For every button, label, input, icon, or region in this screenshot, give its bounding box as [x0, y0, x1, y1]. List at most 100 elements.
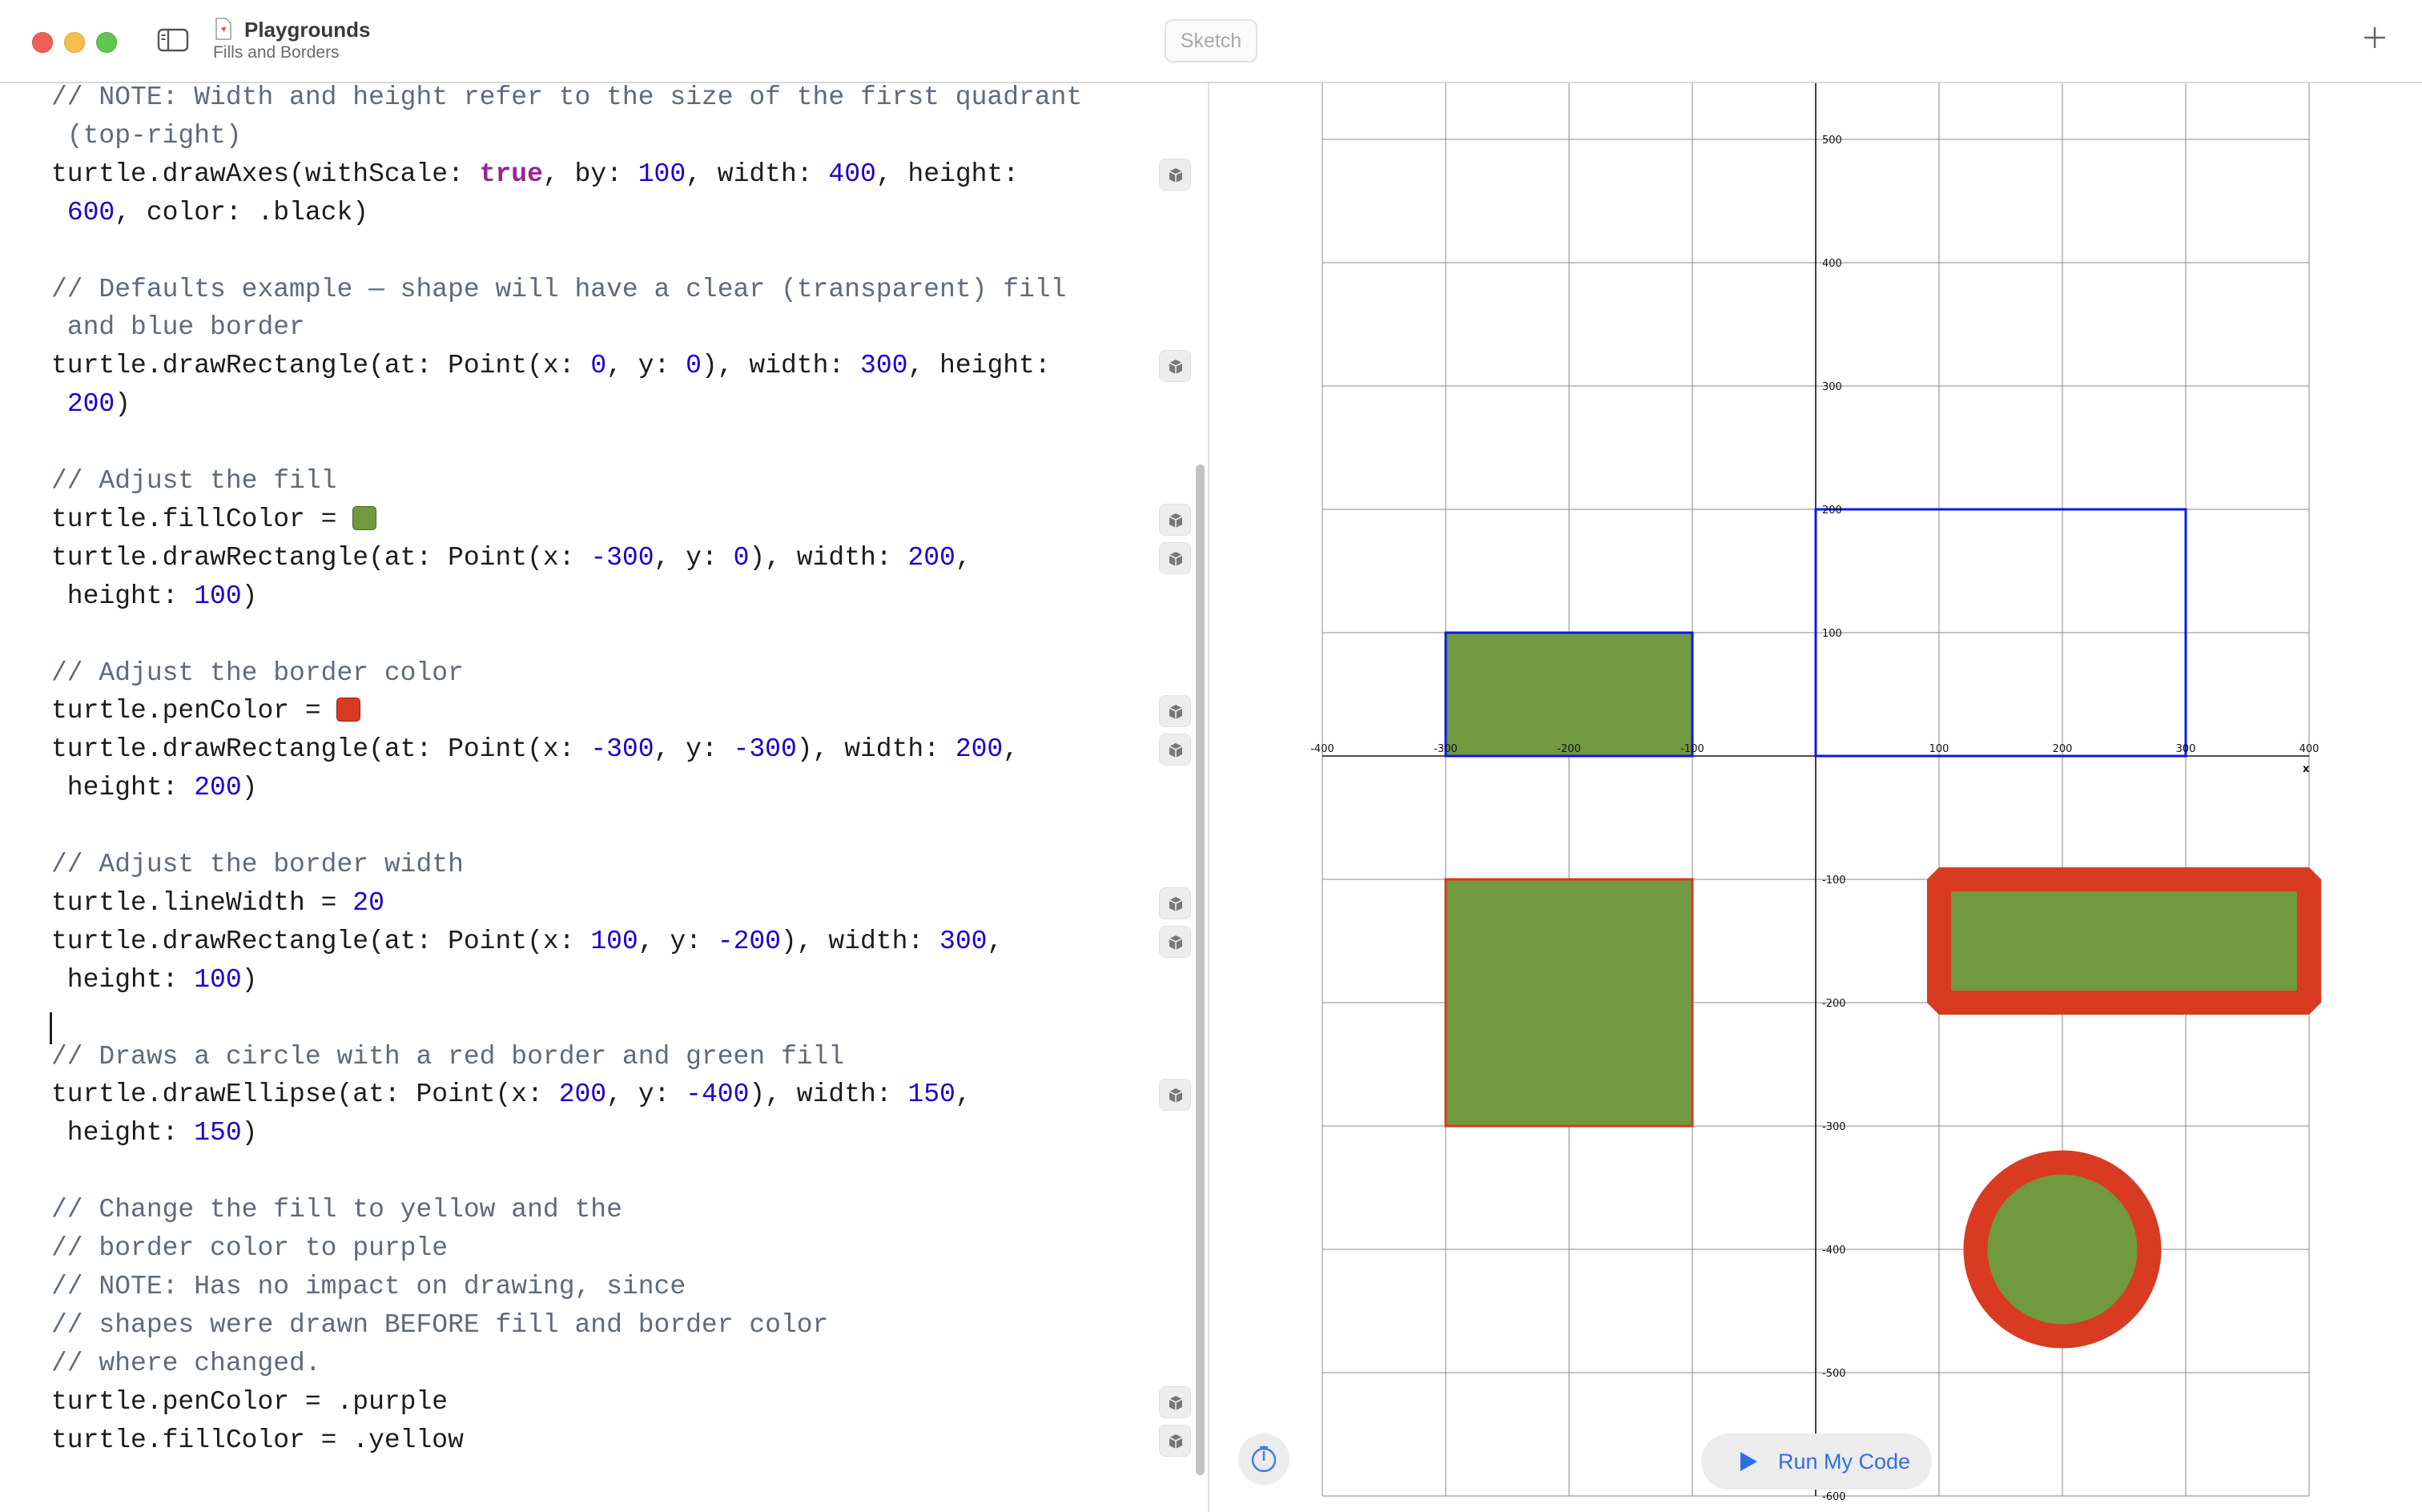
code-token: , height:	[875, 159, 1020, 189]
code-line[interactable]: // Adjust the border color	[51, 654, 464, 693]
code-line[interactable]: // Change the fill to yellow and the	[51, 1191, 622, 1229]
code-token: // Draws a circle with a red border and …	[51, 1041, 845, 1072]
timer-icon[interactable]	[1238, 1434, 1289, 1485]
code-lines[interactable]: // NOTE: Width and height refer to the s…	[0, 83, 1153, 1512]
code-token: -200	[717, 926, 781, 956]
code-token: 200	[558, 1080, 607, 1110]
code-token: 0	[733, 542, 750, 573]
close-icon[interactable]	[32, 32, 53, 53]
code-token: 100	[194, 964, 242, 995]
maximize-icon[interactable]	[96, 32, 117, 53]
sidebar-toggle-icon[interactable]	[157, 27, 189, 53]
code-line[interactable]: 600, color: .black)	[51, 194, 368, 232]
code-token: ), width:	[796, 734, 956, 765]
code-line[interactable]: turtle.penColor =	[51, 692, 361, 730]
code-token: 0	[590, 351, 607, 381]
code-line[interactable]: turtle.fillColor = .yellow	[51, 1422, 464, 1460]
code-line[interactable]: height: 150)	[51, 1114, 258, 1152]
show-result-button[interactable]	[1159, 1424, 1191, 1457]
code-editor[interactable]: // NOTE: Width and height refer to the s…	[0, 83, 1209, 1512]
y-tick-label: -300	[1822, 1121, 1846, 1133]
code-token: )	[241, 773, 258, 803]
cube-icon	[1169, 1434, 1183, 1449]
code-line[interactable]: // Draws a circle with a red border and …	[51, 1038, 844, 1076]
show-result-button[interactable]	[1159, 695, 1191, 728]
code-line[interactable]: turtle.fillColor =	[51, 501, 377, 539]
show-result-button[interactable]	[1159, 887, 1191, 919]
code-line[interactable]: turtle.drawAxes(withScale: true, by: 100…	[51, 155, 1019, 194]
code-token: 0	[686, 351, 702, 381]
code-line[interactable]: turtle.drawRectangle(at: Point(x: -300, …	[51, 539, 972, 577]
code-token: 150	[907, 1080, 956, 1110]
show-result-button[interactable]	[1159, 541, 1191, 574]
minimize-icon[interactable]	[64, 32, 85, 53]
code-line[interactable]: turtle.lineWidth = 20	[51, 884, 384, 923]
show-result-button[interactable]	[1159, 503, 1191, 536]
code-token: turtle.penColor =	[51, 696, 337, 726]
tab-sketch[interactable]: Sketch	[1165, 19, 1257, 62]
code-line[interactable]: turtle.drawRectangle(at: Point(x: -300, …	[51, 730, 1019, 769]
color-literal-swatch[interactable]	[336, 698, 361, 722]
code-line[interactable]: // shapes were drawn BEFORE fill and bor…	[51, 1306, 828, 1345]
code-token: turtle.drawRectangle(at: Point(x:	[51, 351, 591, 381]
code-token: // shapes were drawn BEFORE fill and bor…	[51, 1309, 829, 1340]
code-token: ), width:	[749, 1080, 908, 1110]
turtle-rectangle	[1814, 508, 2187, 758]
code-token: ,	[1003, 734, 1020, 765]
add-icon[interactable]	[2361, 24, 2388, 51]
code-line[interactable]: turtle.drawRectangle(at: Point(x: 0, y: …	[51, 347, 1051, 385]
code-token: // NOTE: Width and height refer to the s…	[51, 83, 1083, 112]
editor-scrollbar[interactable]	[1196, 464, 1205, 1475]
x-tick-label: 100	[1929, 743, 1949, 755]
code-line[interactable]: // Adjust the border width	[51, 846, 464, 884]
code-token: height:	[51, 964, 195, 995]
x-tick-label: -200	[1557, 743, 1581, 755]
code-line[interactable]: and blue border	[51, 308, 305, 347]
code-token: turtle.lineWidth =	[51, 887, 353, 918]
turtle-ellipse	[1963, 1150, 2162, 1349]
code-line[interactable]: height: 100)	[51, 961, 258, 999]
show-result-button[interactable]	[1159, 158, 1191, 191]
code-line[interactable]: // border color to purple	[51, 1229, 448, 1268]
color-literal-swatch[interactable]	[352, 505, 377, 530]
code-token: , color: .black)	[115, 197, 369, 227]
show-result-button[interactable]	[1159, 734, 1191, 766]
cube-icon	[1169, 1395, 1183, 1410]
code-line[interactable]: height: 200)	[51, 769, 258, 807]
window-title: Playgrounds	[244, 18, 371, 42]
code-line[interactable]: (top-right)	[51, 117, 242, 155]
cube-icon	[1169, 167, 1183, 183]
cube-icon	[1169, 896, 1183, 911]
x-tick-label: 400	[2299, 743, 2319, 755]
code-token: 100	[590, 926, 638, 956]
code-line[interactable]: // Adjust the fill	[51, 462, 336, 501]
code-line[interactable]: // Defaults example — shape will have a …	[51, 271, 1066, 309]
turtle-rectangle	[1444, 878, 1694, 1128]
cube-icon	[1169, 360, 1183, 375]
code-token: // Adjust the border color	[51, 657, 464, 688]
code-token: turtle.drawRectangle(at: Point(x:	[51, 926, 591, 956]
show-result-button[interactable]	[1159, 1079, 1191, 1112]
code-line[interactable]: // NOTE: Width and height refer to the s…	[51, 83, 1082, 117]
code-token: turtle.drawEllipse(at: Point(x:	[51, 1080, 559, 1110]
code-token: 20	[352, 887, 384, 918]
code-line[interactable]: turtle.drawRectangle(at: Point(x: 100, y…	[51, 923, 1003, 961]
code-line[interactable]: 200)	[51, 385, 131, 424]
title-bar: Playgrounds Fills and Borders Sketch	[0, 0, 2422, 83]
code-token: and blue border	[51, 312, 305, 343]
show-result-button[interactable]	[1159, 1385, 1191, 1418]
code-token: , y:	[638, 926, 718, 956]
code-token: 200	[955, 734, 1004, 765]
code-line[interactable]: height: 100)	[51, 577, 258, 616]
code-token: -400	[686, 1080, 750, 1110]
code-line[interactable]: // NOTE: Has no impact on drawing, since	[51, 1268, 686, 1306]
code-line[interactable]: // where changed.	[51, 1345, 321, 1383]
show-result-button[interactable]	[1159, 350, 1191, 383]
code-line[interactable]: turtle.drawEllipse(at: Point(x: 200, y: …	[51, 1076, 972, 1114]
code-token: , width:	[686, 159, 829, 189]
code-token: , y:	[654, 734, 734, 765]
code-line[interactable]: turtle.penColor = .purple	[51, 1383, 448, 1422]
code-token: 100	[638, 159, 686, 189]
show-result-button[interactable]	[1159, 925, 1191, 958]
run-my-code-button[interactable]: Run My Code	[1701, 1434, 1932, 1490]
